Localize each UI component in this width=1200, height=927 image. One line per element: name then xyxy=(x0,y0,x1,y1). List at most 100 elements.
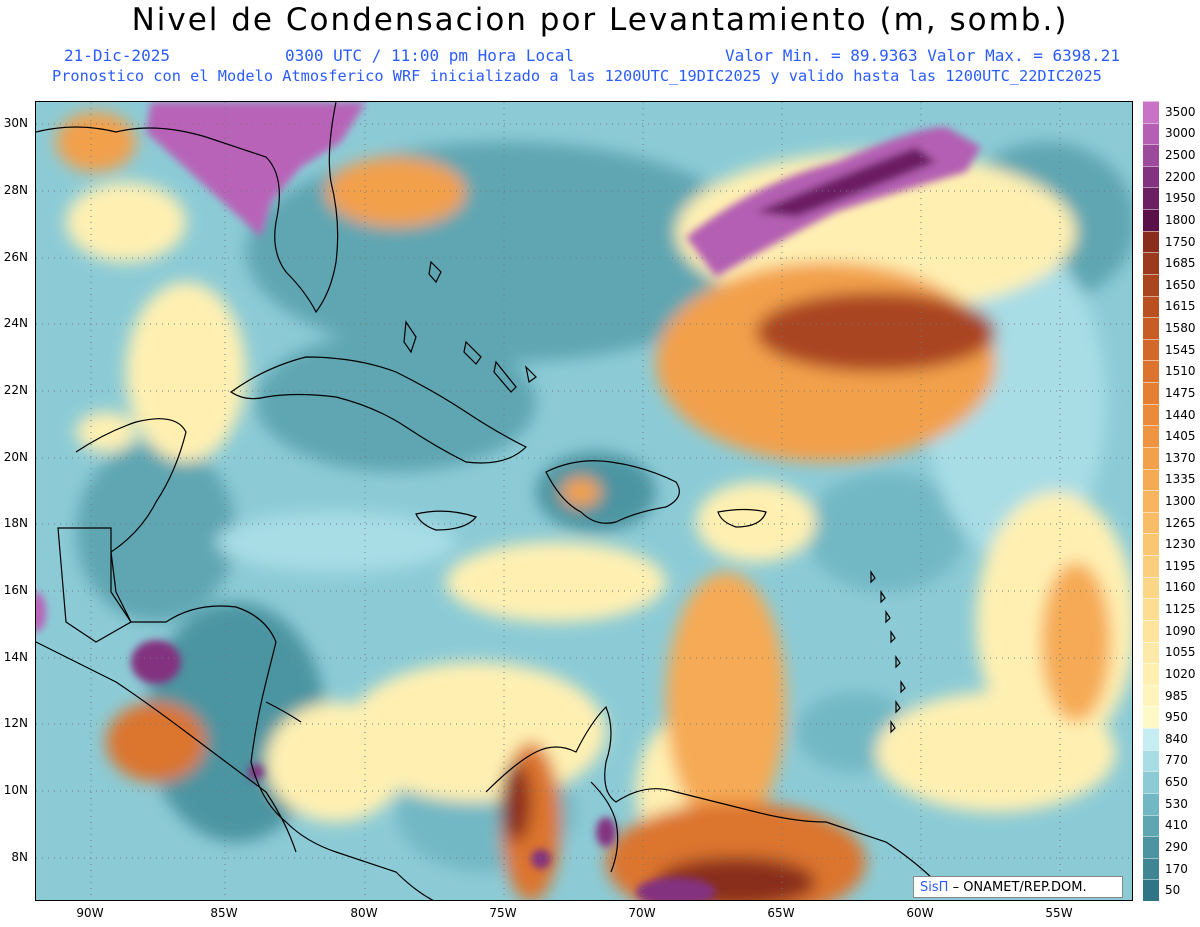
colorbar-cell xyxy=(1143,273,1159,296)
colorbar-cell xyxy=(1143,382,1159,405)
lat-label: 14N xyxy=(3,650,28,664)
colorbar-cell xyxy=(1143,122,1159,145)
lat-label: 16N xyxy=(3,583,28,597)
lat-label: 28N xyxy=(3,183,28,197)
colorbar-cell xyxy=(1143,728,1159,751)
colorbar-label: 1195 xyxy=(1165,558,1196,573)
colorbar-label: 1800 xyxy=(1165,212,1196,227)
colorbar-label: 410 xyxy=(1165,818,1188,833)
colorbar-label: 1125 xyxy=(1165,602,1196,617)
colorbar-label: 1265 xyxy=(1165,515,1196,530)
forecast-date: 21-Dic-2025 xyxy=(64,46,170,65)
colorbar-cell xyxy=(1143,144,1159,167)
colorbar-cell xyxy=(1143,663,1159,686)
min-max-values: Valor Min. = 89.9363 Valor Max. = 6398.2… xyxy=(725,46,1120,65)
colorbar-cell xyxy=(1143,187,1159,210)
colorbar-cell xyxy=(1143,101,1159,123)
colorbar-label: 1650 xyxy=(1165,277,1196,292)
lon-label: 60W xyxy=(906,906,934,920)
lon-label: 75W xyxy=(489,906,517,920)
coastlines xyxy=(36,102,937,900)
colorbar-cell xyxy=(1143,209,1159,232)
lcl-high-values xyxy=(36,102,981,900)
lon-label: 90W xyxy=(76,906,104,920)
colorbar-label: 1405 xyxy=(1165,429,1196,444)
chart-title: Nivel de Condensacion por Levantamiento … xyxy=(131,2,1069,38)
graticule xyxy=(36,102,1132,900)
colorbar-label: 1370 xyxy=(1165,450,1196,465)
colorbar-cell xyxy=(1143,749,1159,772)
colorbar-label: 1090 xyxy=(1165,623,1196,638)
colorbar-label: 950 xyxy=(1165,710,1188,725)
lon-label: 80W xyxy=(350,906,378,920)
colorbar-cell xyxy=(1143,771,1159,794)
colorbar-cell xyxy=(1143,403,1159,426)
colorbar-cell xyxy=(1143,490,1159,513)
colorbar-cell xyxy=(1143,511,1159,534)
lat-label: 26N xyxy=(3,250,28,264)
lat-label: 8N xyxy=(11,850,28,864)
colorbar-label: 1230 xyxy=(1165,537,1196,552)
colorbar-cell xyxy=(1143,295,1159,318)
colorbar-cell xyxy=(1143,641,1159,664)
colorbar-label: 1160 xyxy=(1165,580,1196,595)
forecast-info: Pronostico con el Modelo Atmosferico WRF… xyxy=(52,67,1102,85)
colorbar-label: 1750 xyxy=(1165,234,1196,249)
colorbar-label: 650 xyxy=(1165,775,1188,790)
colorbar-label: 770 xyxy=(1165,753,1188,768)
credit-text: – ONAMET/REP.DOM. xyxy=(952,880,1087,895)
colorbar-cell xyxy=(1143,706,1159,729)
lat-label: 20N xyxy=(3,450,28,464)
colorbar-label: 1580 xyxy=(1165,321,1196,336)
colorbar-label: 170 xyxy=(1165,861,1188,876)
colorbar-cell xyxy=(1143,338,1159,361)
lat-label: 18N xyxy=(3,516,28,530)
colorbar-label: 1950 xyxy=(1165,191,1196,206)
lon-label: 85W xyxy=(210,906,238,920)
colorbar-cell xyxy=(1143,857,1159,880)
colorbar-cell xyxy=(1143,684,1159,707)
colorbar-cell xyxy=(1143,230,1159,253)
brand-logo-text: SisΠ xyxy=(920,880,949,895)
colorbar-label: 530 xyxy=(1165,796,1188,811)
colorbar-label: 1300 xyxy=(1165,494,1196,508)
colorbar-label: 290 xyxy=(1165,839,1188,854)
lon-label: 70W xyxy=(628,906,656,920)
colorbar-label: 2500 xyxy=(1165,148,1196,163)
colorbar-label: 1615 xyxy=(1165,299,1196,314)
lat-label: 22N xyxy=(3,383,28,397)
colorbar-label: 3500 xyxy=(1165,104,1196,119)
lon-label: 65W xyxy=(767,906,795,920)
colorbar-cell xyxy=(1143,533,1159,556)
colorbar-cell xyxy=(1143,576,1159,599)
colorbar-cell xyxy=(1143,360,1159,383)
colorbar-cell xyxy=(1143,814,1159,837)
colorbar-label: 1545 xyxy=(1165,342,1196,357)
forecast-time: 0300 UTC / 11:00 pm Hora Local xyxy=(285,46,574,65)
colorbar-cell xyxy=(1143,879,1159,902)
colorbar-label: 1475 xyxy=(1165,385,1196,400)
colorbar-cell xyxy=(1143,598,1159,621)
colorbar-cell xyxy=(1143,468,1159,491)
colorbar-label: 840 xyxy=(1165,731,1188,746)
colorbar-label: 1685 xyxy=(1165,256,1196,271)
colorbar-label: 1335 xyxy=(1165,472,1196,487)
colorbar-label: 3000 xyxy=(1165,126,1196,141)
colorbar-label: 985 xyxy=(1165,688,1188,703)
colorbar-cell xyxy=(1143,792,1159,815)
lcl-map xyxy=(36,102,1132,900)
colorbar-label: 1440 xyxy=(1165,407,1196,422)
lat-label: 24N xyxy=(3,316,28,330)
colorbar-label: 1055 xyxy=(1165,645,1196,660)
colorbar-cell xyxy=(1143,317,1159,340)
lat-label: 10N xyxy=(3,783,28,797)
colorbar-cell xyxy=(1143,446,1159,469)
colorbar-label: 50 xyxy=(1165,883,1181,898)
colorbar-cell xyxy=(1143,425,1159,448)
lon-label: 55W xyxy=(1045,906,1073,920)
lat-label: 12N xyxy=(3,716,28,730)
colorbar-cell xyxy=(1143,252,1159,275)
lat-label: 30N xyxy=(3,116,28,130)
colorbar xyxy=(1143,101,1159,902)
map-panel xyxy=(35,101,1133,901)
